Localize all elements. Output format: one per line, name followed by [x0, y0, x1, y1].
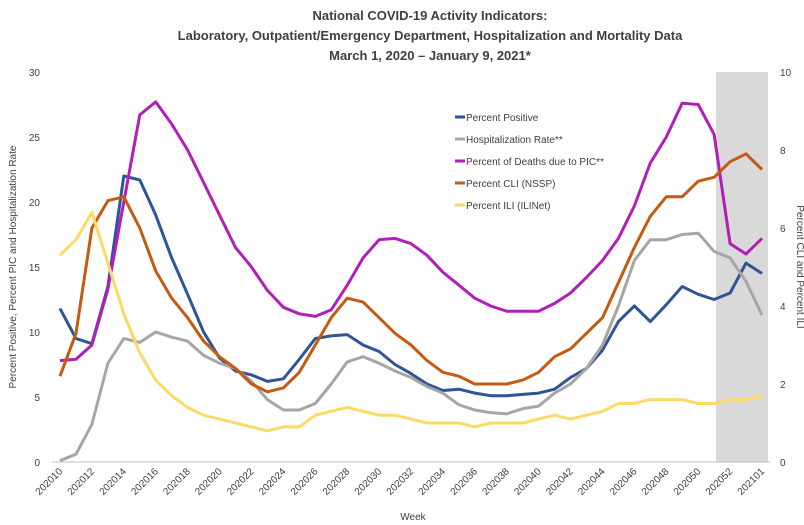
x-tick-label: 202018 [161, 466, 193, 498]
x-tick-label: 202024 [257, 466, 289, 498]
x-tick-label: 202038 [480, 466, 512, 498]
x-tick-label: 202046 [608, 466, 640, 498]
legend-label: Hospitalization Rate** [466, 135, 563, 146]
x-tick-label: 202022 [225, 466, 257, 498]
y2-axis-label: Percent CLI and Percent ILI [794, 205, 804, 328]
series-line [59, 100, 764, 363]
x-tick-label: 202020 [193, 466, 225, 498]
y-tick-label: 25 [29, 133, 41, 144]
chart-subtitle: Laboratory, Outpatient/Emergency Departm… [178, 28, 683, 43]
x-tick-label: 202030 [353, 466, 385, 498]
x-tick-label: 202034 [417, 466, 449, 498]
x-tick-label: 202032 [385, 466, 417, 498]
chart-date-range: March 1, 2020 – January 9, 2021* [329, 48, 532, 63]
x-tick-label: 202052 [704, 466, 736, 498]
x-tick-label: 202014 [98, 466, 130, 498]
x-tick-label: 202016 [129, 466, 161, 498]
x-tick-label: 202012 [66, 466, 98, 498]
x-tick-label: 202101 [736, 466, 768, 498]
legend-label: Percent ILI (ILINet) [466, 201, 550, 212]
legend-label: Percent Positive [466, 113, 539, 124]
legend-label: Percent of Deaths due to PIC** [466, 157, 604, 168]
y2-tick-label: 0 [780, 458, 786, 469]
shaded-region [716, 72, 768, 462]
y-tick-label: 10 [29, 328, 41, 339]
x-tick-label: 202036 [449, 466, 481, 498]
x-axis-label: Week [400, 512, 426, 523]
series-line [58, 152, 764, 394]
x-tick-label: 202044 [576, 466, 608, 498]
chart-title: National COVID-19 Activity Indicators: [312, 8, 547, 23]
y-tick-label: 30 [29, 68, 41, 79]
y2-tick-label: 10 [780, 68, 792, 79]
series-line [59, 231, 764, 463]
series-line [58, 210, 763, 433]
y-axis-label: Percent Positive, Percent PIC and Hospit… [8, 145, 19, 388]
y2-tick-label: 6 [780, 224, 786, 235]
y2-tick-label: 8 [780, 146, 786, 157]
y-tick-label: 15 [29, 263, 41, 274]
x-tick-label: 202028 [321, 466, 353, 498]
x-tick-label: 202010 [34, 466, 66, 498]
series-line [58, 174, 763, 398]
x-tick-label: 202026 [289, 466, 321, 498]
x-tick-label: 202048 [640, 466, 672, 498]
y-tick-label: 5 [34, 393, 40, 404]
y-tick-label: 0 [34, 458, 40, 469]
y-tick-label: 20 [29, 198, 41, 209]
x-tick-label: 202042 [544, 466, 576, 498]
y2-tick-label: 2 [780, 380, 786, 391]
x-tick-label: 202040 [512, 466, 544, 498]
x-tick-label: 202050 [672, 466, 704, 498]
y2-tick-label: 4 [780, 302, 786, 313]
legend-label: Percent CLI (NSSP) [466, 179, 555, 190]
